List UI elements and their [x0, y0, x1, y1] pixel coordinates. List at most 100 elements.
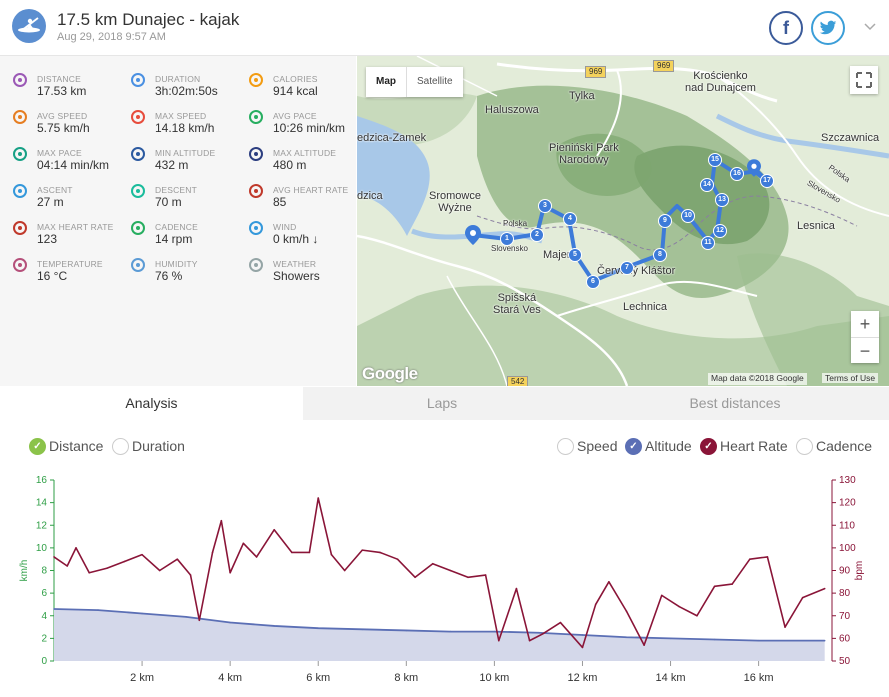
heart-rate-point	[414, 576, 416, 579]
heart-rate-line	[53, 497, 825, 649]
stat-value: 85	[273, 195, 287, 209]
route-marker[interactable]: 7	[620, 261, 634, 275]
right-tick-label: 70	[839, 611, 851, 622]
heart-rate-point	[220, 519, 223, 522]
route-marker[interactable]: 13	[715, 193, 729, 207]
route-marker[interactable]: 5	[568, 248, 582, 262]
stat-max-pace: MAX PACE 04:14 min/km	[0, 137, 118, 173]
x-mode-duration-toggle[interactable]: Duration	[112, 437, 185, 455]
route-marker[interactable]: 3	[538, 199, 552, 213]
stat-label: DISTANCE	[37, 74, 81, 84]
right-tick-label: 80	[839, 588, 851, 599]
distance-icon	[12, 72, 28, 88]
route-marker[interactable]: 1	[500, 232, 514, 246]
route-marker[interactable]: 9	[658, 214, 672, 228]
heart-rate-point	[823, 587, 826, 590]
heart-rate-point	[731, 583, 733, 585]
map-label: Szczawnica	[821, 132, 880, 144]
mountain-icon	[248, 146, 264, 162]
analysis-chart[interactable]: 0 2 4 6 8 10 12 14 16 50 60 70 80 90 100 110 120 130 km/h b…	[0, 470, 889, 697]
route-marker[interactable]: 8	[653, 248, 667, 262]
route-marker[interactable]: 2	[530, 228, 544, 242]
zoom-out-button[interactable]: −	[851, 337, 879, 363]
route-marker[interactable]: 6	[586, 275, 600, 289]
left-tick-label: 16	[36, 475, 48, 486]
stat-label: AVG PACE	[273, 111, 317, 121]
route-marker[interactable]: 16	[730, 167, 744, 181]
left-tick-label: 12	[36, 520, 48, 531]
google-logo: Google	[362, 364, 418, 383]
route-marker[interactable]: 14	[700, 178, 714, 192]
series-altitude-toggle[interactable]: ✓ Altitude	[625, 437, 692, 455]
tab-best-distances[interactable]: Best distances	[689, 395, 781, 411]
radio-icon	[557, 437, 574, 455]
altitude-point	[53, 608, 55, 610]
stats-panel: DISTANCE 17.53 km DURATION 3h:02m:50s CALORI…	[0, 56, 356, 386]
tab-analysis[interactable]: Analysis	[0, 387, 303, 420]
heart-rate-point	[379, 551, 381, 554]
twitter-share-button[interactable]	[811, 11, 845, 45]
heart-rate-point	[608, 581, 610, 583]
altitude-point	[493, 630, 496, 633]
route-marker[interactable]: 11	[701, 236, 715, 250]
map-type-satellite-button[interactable]: Satellite	[406, 67, 463, 97]
ascent-icon	[12, 183, 28, 199]
heart-rate-point	[291, 551, 293, 554]
stat-wind: WIND 0 km/h ↓	[236, 211, 354, 247]
stat-value: 70 m	[155, 195, 182, 209]
facebook-share-button[interactable]: f	[769, 11, 803, 45]
toggle-label: Altitude	[645, 438, 692, 454]
series-heart-rate-toggle[interactable]: ✓ Heart Rate	[700, 437, 788, 455]
stat-distance: DISTANCE 17.53 km	[0, 63, 118, 99]
route-marker[interactable]: 12	[713, 224, 727, 238]
zoom-control: + −	[851, 311, 879, 363]
road-shield: 542	[507, 376, 529, 386]
stat-value: 123	[37, 232, 58, 246]
right-axis-title: bpm	[854, 561, 865, 580]
left-tick-label: 10	[36, 543, 48, 554]
heart-rate-point	[643, 644, 645, 646]
altitude-point	[757, 639, 760, 642]
stat-value: 432 m	[155, 158, 189, 172]
altitude-point	[405, 629, 408, 632]
route-marker[interactable]: 4	[563, 212, 577, 226]
x-tick-label: 10 km	[479, 672, 509, 684]
humidity-icon	[130, 257, 146, 273]
finish-pin-icon[interactable]	[747, 159, 761, 177]
chevron-down-icon[interactable]	[864, 18, 876, 34]
stat-max-altitude: MAX ALTITUDE 480 m	[236, 137, 354, 173]
stat-label: CADENCE	[155, 222, 198, 232]
x-tick-label: 12 km	[567, 672, 597, 684]
heart-rate-point	[123, 560, 126, 563]
terms-of-use-link[interactable]: Terms of Use	[822, 373, 879, 383]
heart-rate-point	[396, 558, 399, 560]
tab-laps[interactable]: Laps	[426, 395, 458, 411]
right-tick-label: 120	[839, 498, 856, 509]
map-label: edzica-Zamek	[357, 132, 427, 144]
stat-avg-speed: AVG SPEED 5.75 km/h	[0, 100, 118, 136]
stat-value: 14 rpm	[155, 232, 193, 246]
fullscreen-icon	[856, 72, 872, 88]
route-marker[interactable]: 15	[708, 153, 722, 167]
altitude-point	[713, 638, 716, 641]
route-map[interactable]: Tylka Haluszowa Krościenko nad Dunajcem …	[357, 56, 889, 386]
x-tick-label: 16 km	[744, 672, 774, 684]
route-marker[interactable]: 10	[681, 209, 695, 223]
stat-value: 27 m	[37, 195, 64, 209]
zoom-in-button[interactable]: +	[859, 314, 871, 334]
x-mode-distance-toggle[interactable]: ✓ Distance	[29, 437, 103, 455]
heart-rate-point	[189, 574, 192, 576]
road-shield: 969	[653, 60, 675, 72]
series-cadence-toggle[interactable]: Cadence	[796, 437, 872, 455]
altitude-point	[97, 609, 99, 611]
fullscreen-button[interactable]	[850, 66, 878, 94]
map-type-map-button[interactable]: Map	[376, 76, 396, 87]
stat-label: HUMIDITY	[155, 259, 198, 269]
right-tick-label: 90	[839, 566, 851, 577]
series-speed-toggle[interactable]: Speed	[557, 437, 617, 455]
route-marker[interactable]: 17	[760, 174, 774, 188]
toggle-label: Speed	[577, 438, 618, 454]
kayak-icon	[12, 9, 46, 43]
start-pin-icon[interactable]	[465, 225, 481, 245]
altitude-point	[229, 621, 231, 624]
